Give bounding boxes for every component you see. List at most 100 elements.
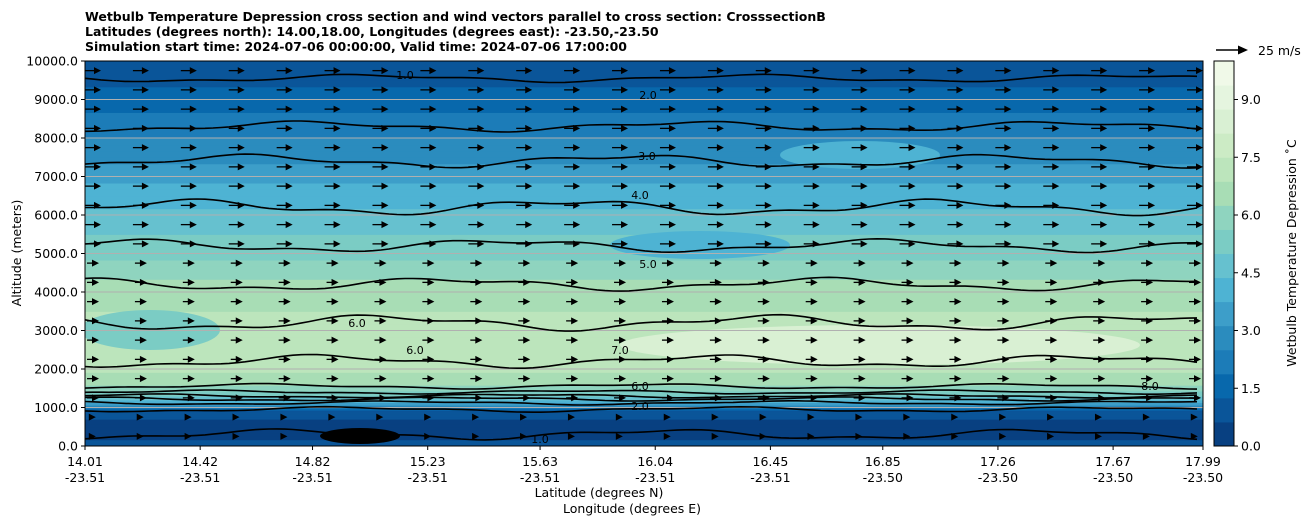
wind-vector bbox=[947, 201, 964, 209]
wind-vector bbox=[518, 394, 531, 402]
x-tick-label-lon: -23.50 bbox=[1093, 470, 1133, 485]
wind-vector bbox=[230, 259, 243, 267]
wind-vector bbox=[422, 298, 435, 306]
wind-vector bbox=[374, 336, 387, 344]
x-tick-label-lon: -23.50 bbox=[863, 470, 903, 485]
field-band bbox=[85, 118, 1203, 126]
wind-vector bbox=[709, 355, 722, 363]
colorbar-swatch bbox=[1214, 157, 1234, 182]
wind-vector bbox=[757, 298, 770, 306]
wind-vector bbox=[470, 375, 483, 383]
x-tick-label-lon: -23.50 bbox=[978, 470, 1018, 485]
field-band bbox=[85, 416, 1203, 420]
field-band bbox=[85, 369, 1203, 373]
wind-vector bbox=[278, 336, 291, 344]
wind-vector bbox=[949, 278, 962, 286]
colorbar-swatch bbox=[1214, 349, 1234, 375]
wind-vector bbox=[374, 298, 387, 306]
wind-vector bbox=[230, 336, 243, 344]
wind-vector bbox=[997, 298, 1010, 306]
x-tick-label-lat: 17.67 bbox=[1095, 454, 1131, 469]
wind-vector bbox=[851, 124, 868, 132]
field-band bbox=[85, 272, 1203, 280]
wind-vector bbox=[132, 86, 149, 94]
field-band bbox=[85, 292, 1203, 300]
contour-line bbox=[85, 405, 1198, 413]
field-band bbox=[85, 406, 1203, 408]
wind-vector bbox=[372, 124, 389, 132]
wind-vector bbox=[566, 317, 579, 325]
y-tick-label: 3000.0 bbox=[34, 323, 78, 338]
wind-vector bbox=[280, 432, 288, 440]
wind-vector bbox=[661, 336, 674, 344]
colorbar-swatch bbox=[1214, 253, 1234, 279]
contour-lines bbox=[85, 73, 1198, 441]
wind-vector bbox=[228, 67, 245, 75]
x-tick-label-lon: -23.51 bbox=[520, 470, 560, 485]
wind-vector bbox=[1045, 336, 1058, 344]
wind-vector bbox=[422, 336, 435, 344]
wind-vector bbox=[901, 355, 914, 363]
wind-vector bbox=[853, 355, 866, 363]
wind-vector bbox=[853, 298, 866, 306]
wind-vector bbox=[709, 317, 722, 325]
contour-label: 3.0 bbox=[638, 150, 656, 163]
contour-line bbox=[85, 120, 1198, 133]
wind-vector bbox=[134, 336, 147, 344]
contour-line bbox=[85, 400, 1198, 406]
wind-vector bbox=[372, 201, 389, 209]
wind-vector bbox=[85, 67, 101, 75]
wind-vector bbox=[659, 124, 676, 132]
wind-vector bbox=[659, 67, 676, 75]
wind-vector bbox=[707, 201, 724, 209]
wind-vector bbox=[326, 375, 339, 383]
wind-vector bbox=[278, 278, 291, 286]
wind-vector bbox=[88, 413, 96, 421]
field-band bbox=[85, 424, 1203, 428]
wind-vector bbox=[180, 86, 197, 94]
wind-vector bbox=[324, 221, 341, 229]
wind-vector bbox=[374, 355, 387, 363]
wind-vector bbox=[132, 221, 149, 229]
wind-vector bbox=[324, 182, 341, 190]
wind-vector bbox=[276, 201, 293, 209]
wind-vector bbox=[472, 413, 480, 421]
contour-line bbox=[85, 198, 1198, 217]
wind-vector bbox=[661, 355, 674, 363]
wind-vector bbox=[755, 144, 772, 152]
wind-vector bbox=[566, 278, 579, 286]
wind-vector bbox=[612, 182, 629, 190]
contour-label: 8.0 bbox=[1141, 380, 1159, 393]
colorbar-swatch bbox=[1214, 61, 1234, 86]
wind-vector bbox=[707, 67, 724, 75]
wind-vector bbox=[707, 105, 724, 113]
wind-vector bbox=[1187, 105, 1203, 113]
field-band bbox=[85, 421, 1203, 425]
wind-vector bbox=[805, 375, 818, 383]
moist-pocket bbox=[610, 231, 790, 259]
x-axis-label-latitude: Latitude (degrees N) bbox=[535, 485, 664, 500]
field-band bbox=[85, 330, 1203, 338]
wind-vector bbox=[567, 432, 575, 440]
wind-vector bbox=[468, 86, 485, 94]
wind-vector bbox=[276, 86, 293, 94]
x-tick-label-lat: 15.63 bbox=[522, 454, 558, 469]
wind-vector bbox=[1043, 86, 1060, 94]
wind-vector bbox=[180, 144, 197, 152]
wind-vector bbox=[372, 182, 389, 190]
wind-vector bbox=[1190, 413, 1198, 421]
wind-vector bbox=[755, 221, 772, 229]
field-band bbox=[85, 298, 1203, 306]
wind-vector bbox=[420, 221, 437, 229]
wind-vector bbox=[516, 105, 533, 113]
field-band bbox=[85, 105, 1203, 113]
colorbar-swatch bbox=[1214, 85, 1234, 110]
wind-vector bbox=[661, 298, 674, 306]
wind-vector bbox=[1045, 375, 1058, 383]
contour-label: 1.0 bbox=[531, 433, 549, 446]
x-tick-label-lat: 14.42 bbox=[182, 454, 218, 469]
wind-vector bbox=[516, 182, 533, 190]
wind-vector bbox=[420, 182, 437, 190]
wind-vector bbox=[899, 144, 916, 152]
y-tick-label: 5000.0 bbox=[34, 246, 78, 261]
